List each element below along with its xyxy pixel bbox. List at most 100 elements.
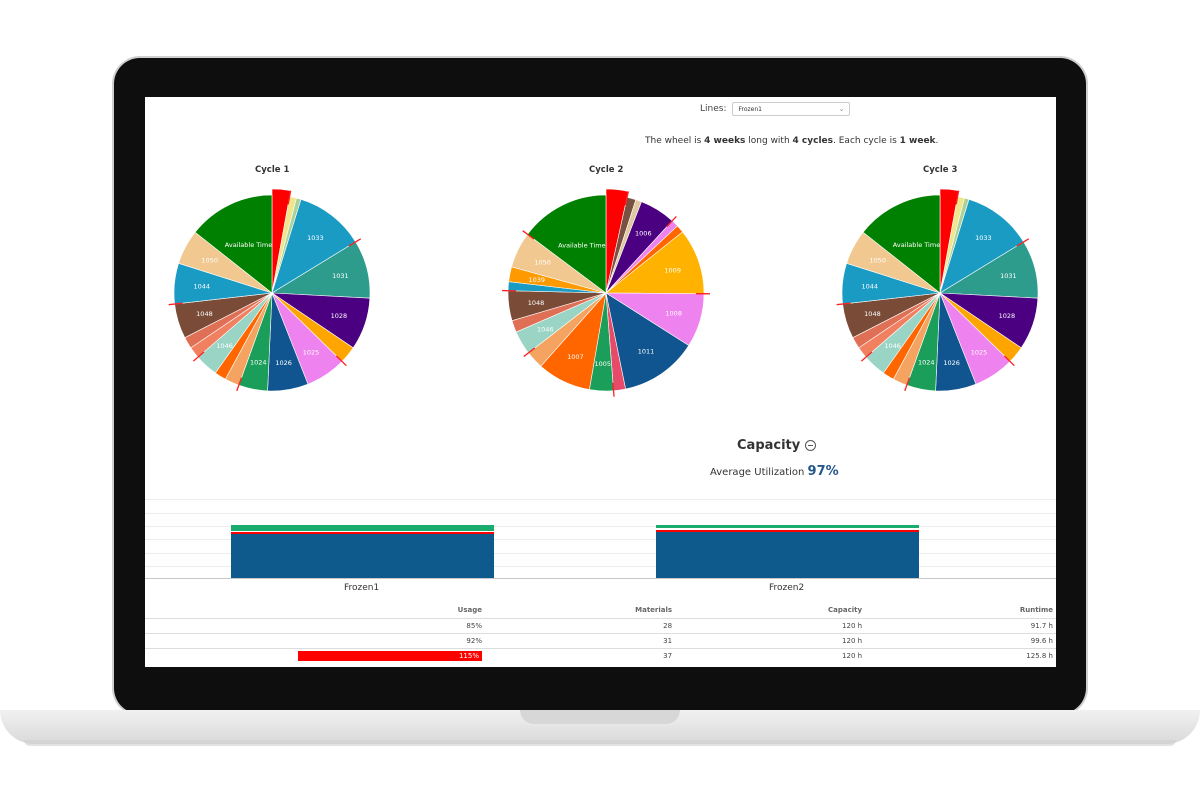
gridline bbox=[145, 566, 1056, 567]
bar-frozen1 bbox=[231, 525, 494, 578]
bar-segment bbox=[231, 525, 494, 531]
materials-cell: 37 bbox=[484, 648, 676, 663]
pie-slice-label: 1044 bbox=[862, 283, 879, 291]
capacity-bar-chart: Frozen1 Frozen2 bbox=[145, 499, 1056, 593]
pie-slice-label: 1024 bbox=[250, 359, 267, 367]
pie-marker bbox=[287, 190, 292, 205]
materials-cell: 28 bbox=[484, 618, 676, 634]
pie-slice-label: 1006 bbox=[635, 230, 652, 238]
lines-select-value: Frozen1 bbox=[738, 105, 762, 113]
pie-slice-label: 1046 bbox=[884, 342, 901, 350]
bar-segment bbox=[656, 525, 919, 529]
average-utilization: Average Utilization 97% bbox=[710, 464, 839, 479]
pie-slice-label: 1028 bbox=[999, 312, 1016, 320]
laptop-notch bbox=[520, 710, 680, 724]
pie-marker bbox=[836, 302, 851, 306]
cycle-3-title: Cycle 3 bbox=[923, 165, 958, 175]
pie-slice-label: 1031 bbox=[332, 272, 349, 280]
pie-slice-label: Available Time bbox=[893, 241, 940, 249]
pie-slice[interactable] bbox=[527, 194, 607, 294]
pie-marker bbox=[168, 302, 183, 306]
capacity-cell: 120 h bbox=[675, 618, 866, 634]
capacity-cell: 120 h bbox=[675, 633, 866, 649]
materials-cell: 31 bbox=[484, 633, 676, 649]
wheel-weeks: 4 weeks bbox=[704, 136, 746, 146]
gridline bbox=[145, 513, 1056, 514]
pie-marker bbox=[335, 355, 347, 367]
table-header-row: Usage Materials Capacity Runtime bbox=[145, 602, 1056, 619]
collapse-icon[interactable] bbox=[805, 440, 817, 451]
gridline bbox=[145, 499, 1056, 500]
pie-slice[interactable] bbox=[194, 194, 273, 294]
pie-slice-label: 1025 bbox=[303, 348, 320, 356]
capacity-title: Capacity bbox=[737, 438, 801, 453]
pie-slice-label: 1048 bbox=[528, 299, 545, 307]
pie-slice-label: 1033 bbox=[975, 234, 992, 242]
pie-slice-label: 1007 bbox=[567, 353, 584, 361]
cycle-length: 1 week bbox=[899, 136, 936, 146]
pie-slice-label: 1024 bbox=[918, 359, 935, 367]
cycle-2-pie: 1006 1009 1008 1011 1005 1007 1046 1048 1039 1050… bbox=[502, 188, 711, 397]
table-row: 92% 31 120 h 99.6 h bbox=[145, 633, 1056, 649]
header-capacity: Capacity bbox=[828, 606, 863, 614]
capacity-cell: 120 h bbox=[675, 648, 866, 663]
bar-label-frozen1: Frozen1 bbox=[344, 583, 380, 593]
pie-slice-label: Available Time bbox=[225, 241, 272, 249]
runtime-cell: 91.7 h bbox=[865, 618, 1056, 634]
bar-segment bbox=[231, 532, 494, 534]
bar-segment bbox=[231, 530, 494, 533]
usage-cell: 85% bbox=[145, 618, 485, 634]
pie-marker bbox=[236, 377, 243, 392]
pie-slice-label: 1005 bbox=[594, 360, 611, 368]
usage-over-badge: 115% bbox=[297, 651, 482, 661]
capacity-heading: Capacity bbox=[737, 438, 817, 453]
pie-slice[interactable] bbox=[605, 231, 705, 295]
wheel-cycles: 4 cycles bbox=[792, 136, 834, 146]
pie-slice-label: 1048 bbox=[864, 310, 881, 318]
avg-label: Average Utilization bbox=[710, 467, 805, 478]
pie-slice-label: 1028 bbox=[331, 312, 348, 320]
pie-marker bbox=[523, 347, 536, 358]
pie-slice-label: 1048 bbox=[196, 310, 213, 318]
cycle-2-title: Cycle 2 bbox=[589, 165, 624, 175]
pie-slice-label: 1026 bbox=[943, 359, 960, 367]
pie-slice-label: Available Time bbox=[558, 241, 605, 249]
laptop-base-shadow bbox=[24, 740, 1176, 746]
bar-segment bbox=[656, 530, 919, 532]
lines-select[interactable]: Frozen1 ⌄ bbox=[732, 102, 851, 116]
usage-cell: 92% bbox=[145, 633, 485, 649]
chevron-down-icon: ⌄ bbox=[838, 105, 845, 113]
x-axis bbox=[145, 578, 1056, 579]
pie-slice[interactable] bbox=[271, 199, 357, 294]
pie-slice-label: 1050 bbox=[201, 256, 218, 264]
pie-slice-label: 1031 bbox=[1000, 272, 1017, 280]
cycle-1-title: Cycle 1 bbox=[255, 165, 290, 175]
pie-slice-label: 1050 bbox=[534, 258, 551, 266]
pie-slice-label: 1039 bbox=[528, 276, 545, 284]
gridline bbox=[145, 553, 1056, 554]
lines-label: Lines: bbox=[700, 104, 727, 114]
pie-slice-label: 1026 bbox=[275, 359, 292, 367]
pie-slice-label: 1046 bbox=[216, 342, 233, 350]
pie-marker bbox=[192, 351, 205, 362]
pie-slice-label: 1044 bbox=[194, 283, 211, 291]
avg-value: 97% bbox=[807, 464, 839, 479]
cycle-3-pie: 1033 1031 1028 1025 1026 1024 1046 1048 1044 1050… bbox=[836, 188, 1039, 392]
pie-marker bbox=[860, 351, 873, 362]
pie-marker bbox=[666, 215, 677, 228]
pie-slice[interactable] bbox=[862, 194, 941, 294]
capacity-table: Usage Materials Capacity Runtime 85% 28 … bbox=[145, 602, 1056, 663]
bar-segment bbox=[656, 531, 919, 578]
gridline bbox=[145, 526, 1056, 527]
pie-slice[interactable] bbox=[939, 199, 1025, 294]
usage-cell: 115% bbox=[145, 648, 485, 663]
cycle-1-pie: 1033 1031 1028 1025 1026 1024 1046 1048 1044 1050… bbox=[168, 188, 371, 392]
app-screen: Lines: Frozen1 ⌄ The wheel is 4 weeks lo… bbox=[145, 97, 1056, 667]
pie-marker bbox=[348, 238, 362, 247]
pie-slice-label: 1033 bbox=[307, 234, 324, 242]
pie-marker bbox=[904, 377, 911, 392]
pie-marker bbox=[955, 190, 960, 205]
bar-frozen2 bbox=[656, 525, 919, 578]
pie-slice[interactable] bbox=[605, 292, 690, 390]
runtime-cell: 125.8 h bbox=[865, 648, 1056, 663]
